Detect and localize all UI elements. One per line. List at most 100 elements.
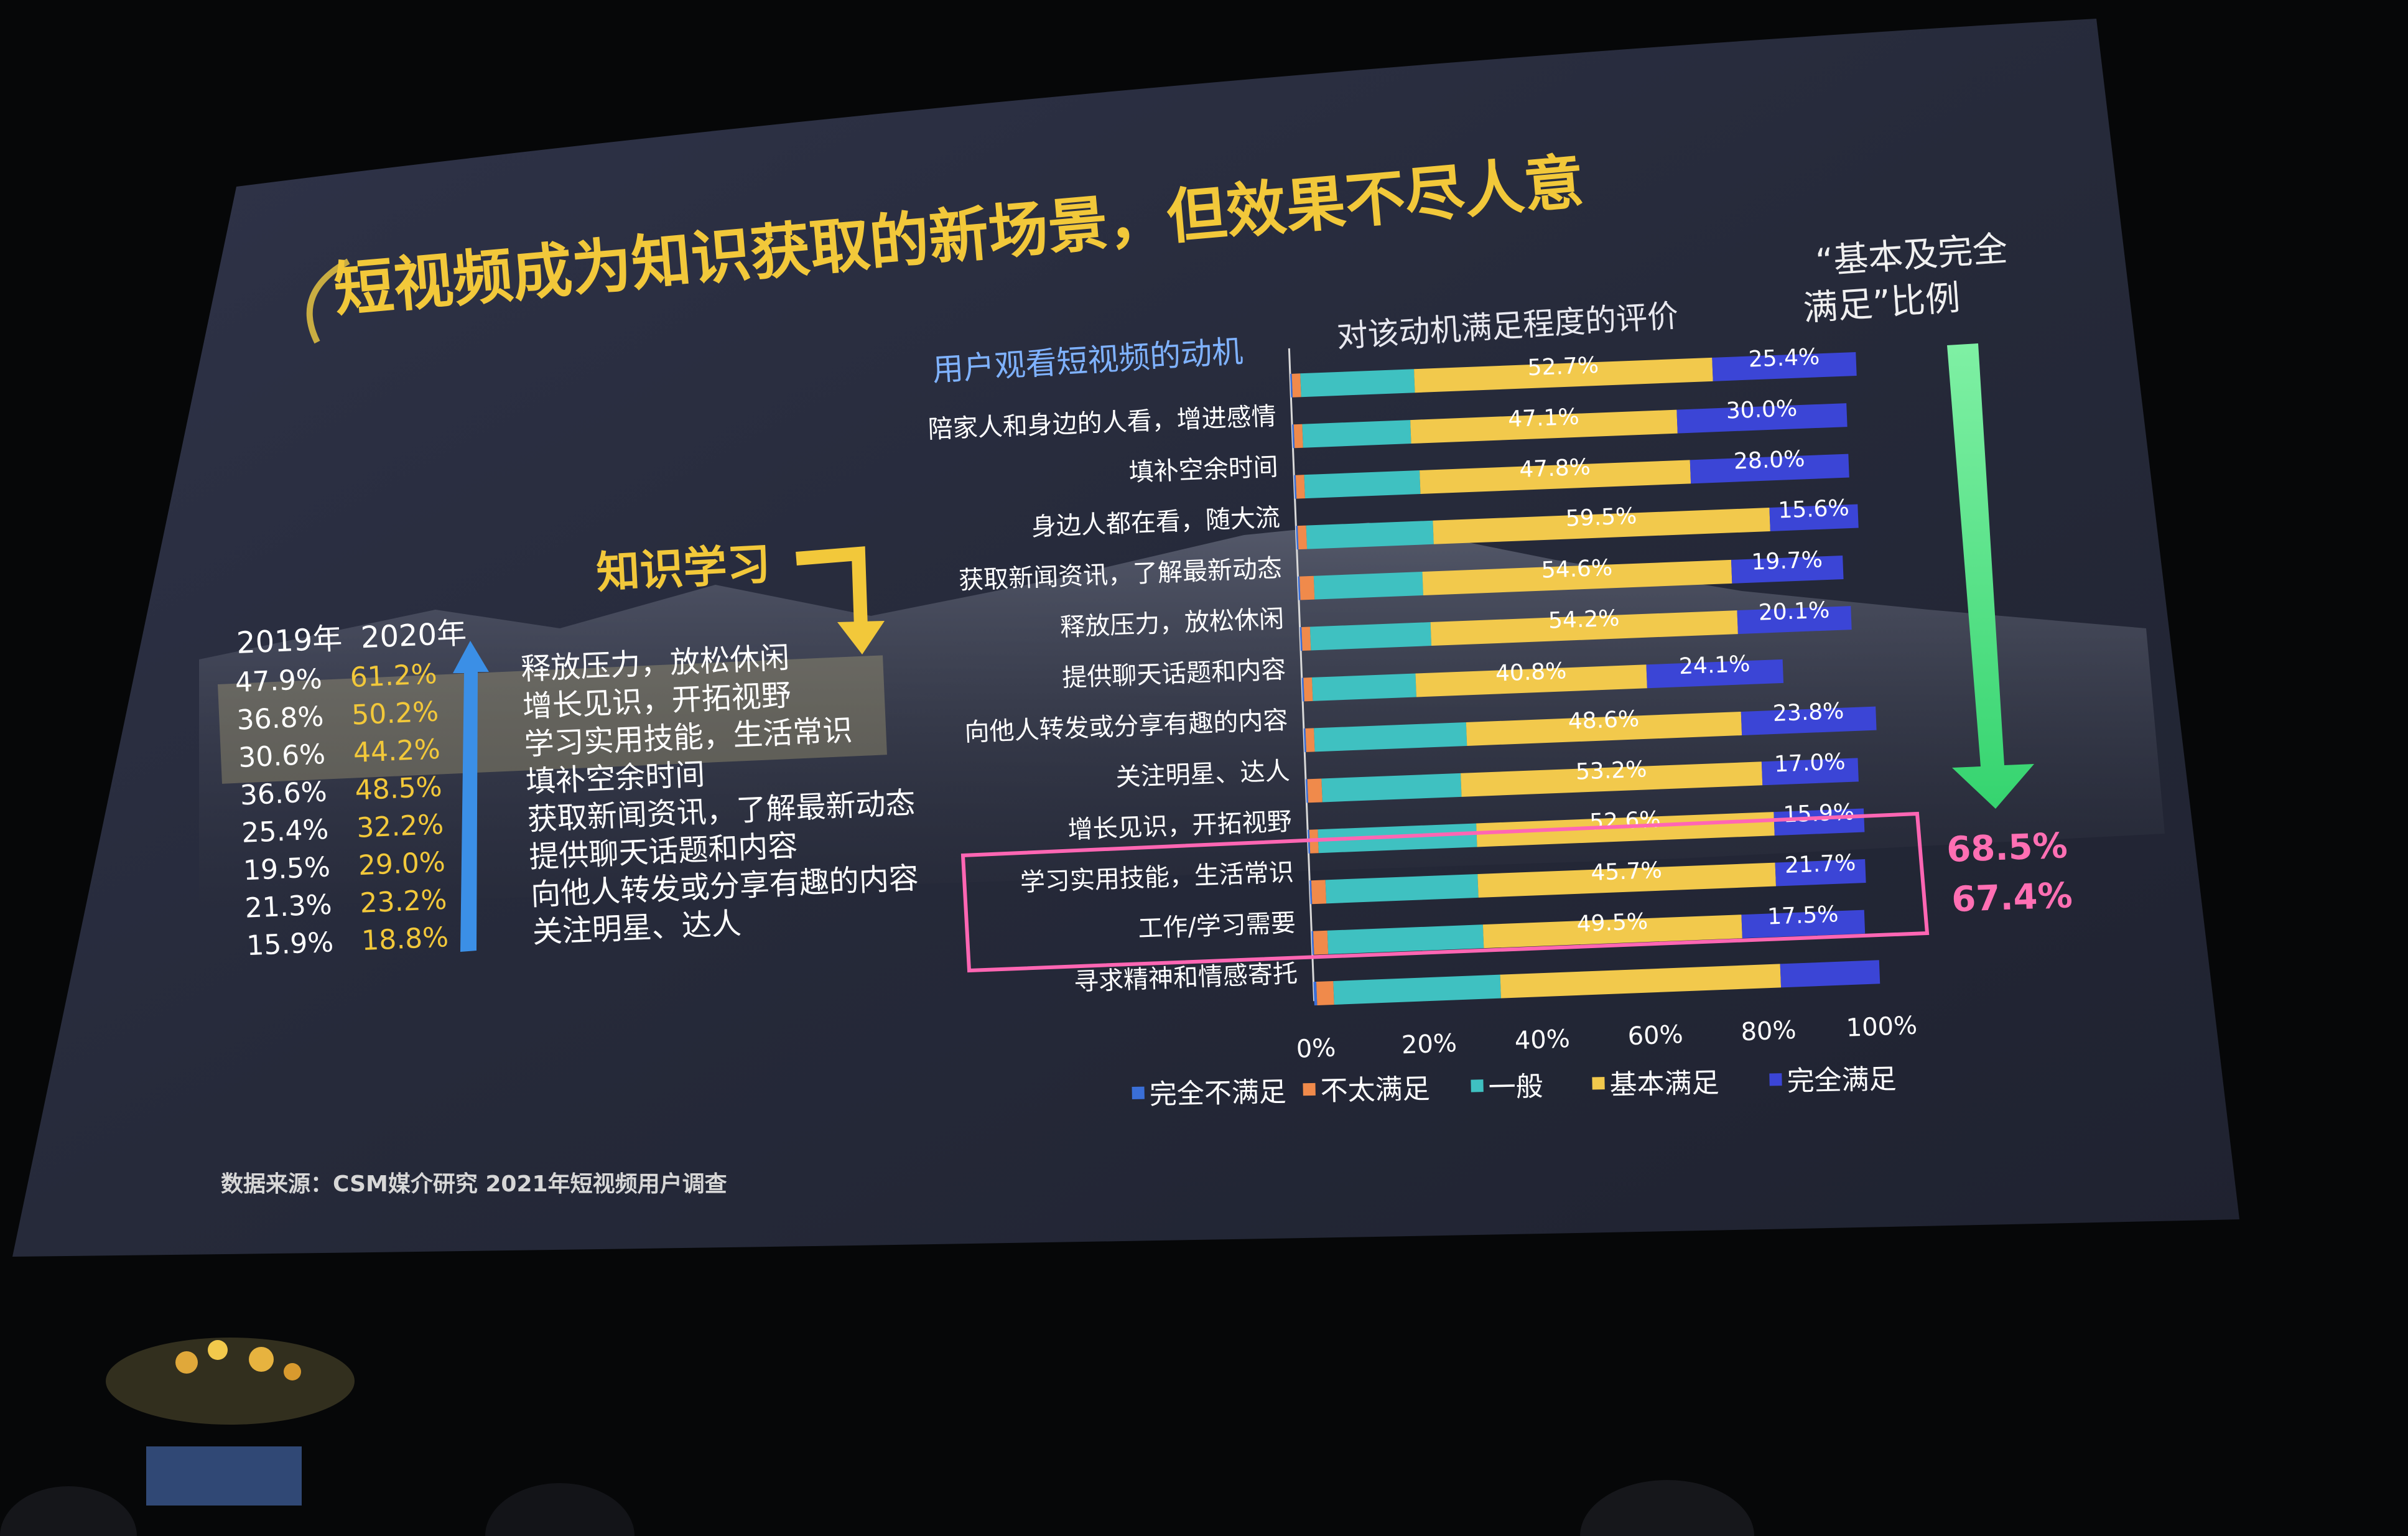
bar-segment [1290, 373, 1293, 398]
bar-segment [1410, 409, 1678, 444]
bar-segment [1296, 526, 1299, 550]
left-row-2019-value: 36.8% [236, 701, 324, 737]
bar-data-label: 17.5% [1767, 901, 1839, 929]
bar-segment [1303, 728, 1306, 752]
title-arc-icon [306, 258, 350, 344]
bar-segment [1292, 424, 1295, 449]
bar-segment [1741, 706, 1877, 735]
highlight-box [960, 811, 1930, 973]
bar-segment [1303, 677, 1313, 702]
bar-data-label: 59.5% [1565, 503, 1637, 531]
bar-segment [1321, 773, 1462, 803]
left-row-2019-value: 19.5% [243, 851, 331, 887]
bar-segment [1298, 525, 1308, 550]
bar-segment [1741, 910, 1866, 939]
knowledge-learning-label: 知识学习 [595, 538, 772, 598]
left-row-2019-value: 25.4% [241, 814, 329, 849]
bar-segment [1712, 351, 1857, 381]
x-tick-label: 20% [1401, 1029, 1457, 1059]
bar-segment [1301, 626, 1311, 651]
legend-swatch [1471, 1079, 1484, 1092]
bar-data-label: 48.6% [1568, 706, 1640, 734]
bar-segment [1482, 915, 1742, 949]
bar-segment [1420, 460, 1691, 495]
left-row-2019-value: 30.6% [238, 738, 326, 774]
audience-head [0, 1486, 137, 1536]
left-row-label: 填补空余时间 [525, 757, 705, 800]
bar-segment [1306, 520, 1434, 549]
flower-decoration [106, 1338, 355, 1425]
bar-segment [1309, 880, 1313, 905]
blue-up-arrow-icon [453, 641, 489, 952]
bar-data-label: 49.5% [1576, 909, 1648, 937]
bar-segment [1477, 862, 1777, 898]
bar-segment [1313, 982, 1318, 1006]
legend-label: 不太满足 [1320, 1073, 1430, 1107]
left-row-2020-value: 29.0% [358, 846, 446, 882]
legend-label: 完全满足 [1787, 1063, 1897, 1097]
bar-segment [1761, 758, 1859, 786]
bar-segment [1293, 424, 1303, 449]
bar-data-label: 54.6% [1541, 555, 1613, 583]
bar-segment [1466, 712, 1742, 746]
bar-segment [1313, 930, 1329, 955]
bar-segment [1304, 470, 1421, 499]
category-label: 关注明星、达人 [1115, 756, 1291, 792]
bar-segment [1476, 812, 1775, 847]
knowledge-arrowhead-icon [837, 621, 885, 654]
left-row-2020-value: 44.2% [353, 733, 441, 769]
bar-segment [1305, 779, 1309, 803]
bar-data-label: 17.0% [1773, 749, 1846, 777]
bar-segment [1309, 622, 1432, 651]
left-row-2019-value: 21.3% [244, 889, 333, 924]
bar-segment [1500, 964, 1782, 998]
highlight-ratio-2: 67.4% [1951, 875, 2073, 920]
legend-label: 基本满足 [1609, 1067, 1719, 1101]
flower-icon [249, 1347, 274, 1372]
bar-segment [1414, 357, 1713, 393]
bar-data-label: 52.7% [1527, 353, 1599, 381]
bar-data-label: 40.8% [1495, 658, 1567, 686]
bar-segment [1327, 924, 1484, 954]
bar-data-label: 47.8% [1519, 455, 1591, 483]
bar-segment [1461, 761, 1763, 797]
legend-label: 一般 [1488, 1071, 1543, 1104]
bar-segment [1311, 880, 1327, 905]
bar-segment [1433, 508, 1770, 544]
bar-data-label: 20.1% [1758, 597, 1830, 625]
bar-segment [1430, 610, 1738, 646]
data-source: 数据来源：CSM媒介研究 2021年短视频用户调查 [221, 1171, 727, 1197]
left-row-2019-value: 15.9% [246, 926, 334, 962]
bar-segment [1415, 664, 1647, 697]
bar-segment [1731, 556, 1844, 584]
left-row-2020-value: 18.8% [361, 921, 449, 957]
bar-data-label: 25.4% [1748, 344, 1820, 372]
x-tick-label: 60% [1627, 1020, 1684, 1051]
category-label: 填补空余时间 [1128, 453, 1279, 487]
bar-segment [1313, 571, 1423, 600]
bar-segment [1769, 504, 1859, 531]
bar-segment [1333, 974, 1501, 1005]
left-row-2019-value: 47.9% [235, 663, 323, 699]
bar-data-label: 47.1% [1508, 404, 1580, 432]
bar-segment [1301, 677, 1304, 702]
x-tick-label: 100% [1846, 1012, 1918, 1043]
podium-sign [146, 1446, 302, 1506]
bar-data-label: 54.2% [1548, 605, 1620, 633]
left-row-2019-value: 36.6% [239, 776, 328, 811]
bar-segment [1294, 475, 1297, 499]
left-row-2020-value: 32.2% [356, 809, 444, 844]
left-row-2020-value: 23.2% [359, 884, 447, 919]
flower-icon [208, 1340, 228, 1360]
bar-data-label: 21.7% [1784, 850, 1856, 878]
legend-swatch [1132, 1086, 1145, 1100]
bar-segment [1299, 575, 1315, 600]
bar-data-label: 45.7% [1591, 858, 1663, 886]
bar-segment [1302, 420, 1411, 448]
x-tick-label: 40% [1514, 1025, 1571, 1055]
x-tick-label: 0% [1296, 1033, 1336, 1063]
flower-icon [175, 1351, 198, 1374]
bar-segment [1676, 403, 1848, 434]
bar-segment [1646, 659, 1784, 689]
col-2019-header: 2019年 [236, 621, 343, 661]
